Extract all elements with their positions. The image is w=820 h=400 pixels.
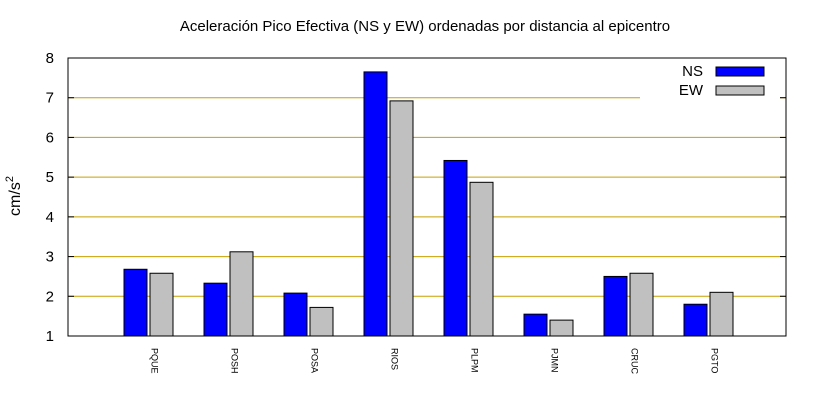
x-category-label: PGTO <box>710 348 720 373</box>
chart-title: Aceleración Pico Efectiva (NS y EW) orde… <box>180 18 670 35</box>
bar-ew-pque <box>149 272 174 337</box>
x-category-label: POSH <box>230 348 240 374</box>
legend-label-ns: NS <box>682 63 703 80</box>
bar-ew-pjmn <box>549 319 574 337</box>
x-category-label: PLPM <box>470 348 480 373</box>
legend-swatch-ew <box>715 85 765 96</box>
plot-frame <box>67 57 787 337</box>
x-category-label: PQUE <box>150 348 160 374</box>
legend-background <box>640 60 780 102</box>
x-category-label: PJMN <box>550 348 560 373</box>
bar-ns-pque <box>123 268 148 337</box>
y-tick-label: 8 <box>46 50 54 67</box>
bar-ns-posa <box>283 292 308 337</box>
y-axis-ticks: 1 2 3 4 5 6 7 8 <box>46 50 786 345</box>
y-tick-label: 7 <box>46 90 54 107</box>
legend: NS EW <box>640 60 780 102</box>
bar-ew-posh <box>229 251 254 337</box>
svg-text:cm/s2: cm/s2 <box>4 176 24 216</box>
bar-ns-posh <box>203 282 228 337</box>
bar-ew-plpm <box>469 181 494 337</box>
bar-ns-pjmn <box>523 313 548 337</box>
grid-lines <box>68 97 786 297</box>
bar-ns-rios <box>363 71 388 337</box>
x-category-label: POSA <box>310 348 320 373</box>
bar-ns-pgto <box>683 303 708 337</box>
legend-label-ew: EW <box>679 82 704 99</box>
x-axis-categories: PQUE POSH POSA RIOS PLPM PJMN CRUC PGTO <box>150 348 720 374</box>
bar-ew-rios <box>389 100 414 337</box>
bar-ew-pgto <box>709 291 734 337</box>
y-tick-label: 2 <box>46 288 54 305</box>
legend-swatch-ns <box>715 66 765 77</box>
bar-ew-posa <box>309 306 334 337</box>
bar-ns-cruc <box>603 275 628 337</box>
bars <box>123 71 734 337</box>
y-tick-label: 3 <box>46 249 54 266</box>
y-tick-label: 4 <box>46 209 54 226</box>
y-axis-label-text: cm/s <box>7 182 24 216</box>
y-axis-label: cm/s2 <box>4 176 24 216</box>
bar-ns-plpm <box>443 159 468 337</box>
y-axis-label-exponent: 2 <box>4 176 16 182</box>
y-tick-label: 1 <box>46 328 54 345</box>
x-category-label: RIOS <box>390 348 400 370</box>
x-category-label: CRUC <box>630 348 640 374</box>
y-tick-label: 5 <box>46 169 54 186</box>
bar-ew-cruc <box>629 272 654 337</box>
y-tick-label: 6 <box>46 129 54 146</box>
